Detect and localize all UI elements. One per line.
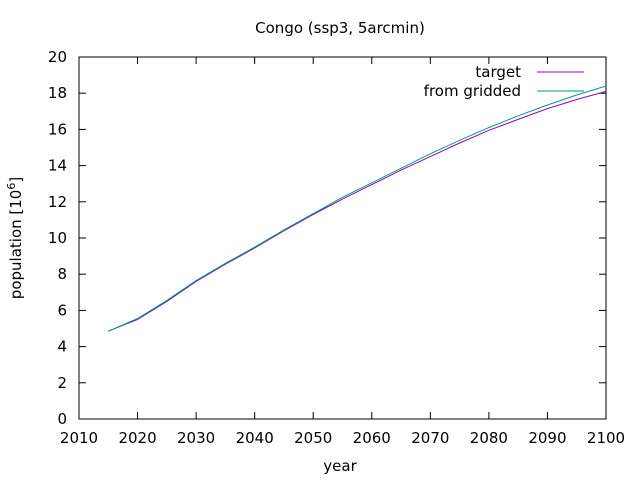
y-tick-label: 4 [57, 338, 67, 356]
series-line-1 [108, 85, 607, 332]
plot-frame [78, 56, 607, 420]
y-tick-label: 8 [57, 265, 67, 283]
y-axis-ticks: 0 2 4 6 8 10 12 14 16 18 20 [48, 48, 606, 428]
y-tick-label: 10 [48, 229, 67, 247]
y-tick-label: 16 [48, 120, 67, 138]
x-tick-label: 2030 [177, 429, 215, 447]
y-tick-label: 20 [48, 48, 67, 66]
y-axis-label-close: ] [7, 177, 25, 183]
x-axis-label: year [323, 457, 357, 475]
x-tick-label: 2080 [470, 429, 508, 447]
y-tick-label: 18 [48, 84, 67, 102]
x-tick-label: 2010 [60, 429, 98, 447]
x-tick-label: 2020 [118, 429, 156, 447]
x-tick-label: 2040 [236, 429, 274, 447]
y-axis-label-exponent: 6 [5, 183, 18, 190]
x-tick-label: 2060 [353, 429, 391, 447]
x-tick-label: 2050 [294, 429, 332, 447]
x-tick-label: 2100 [587, 429, 625, 447]
legend-label: target [475, 63, 521, 81]
series-layer [108, 85, 607, 332]
y-tick-label: 0 [57, 410, 67, 428]
series-line-0 [108, 90, 607, 332]
legend-label: from gridded [424, 82, 521, 100]
y-axis-label: population [106] [5, 177, 25, 299]
y-tick-label: 14 [48, 157, 67, 175]
x-tick-label: 2070 [411, 429, 449, 447]
x-axis-ticks: 2010 2020 2030 2040 2050 2060 2070 2080 2090 2100 [60, 57, 625, 447]
y-tick-label: 6 [57, 301, 67, 319]
y-axis-label-main: population [10 [7, 190, 25, 300]
y-tick-label: 12 [48, 193, 67, 211]
y-tick-label: 2 [57, 374, 67, 392]
chart-title: Congo (ssp3, 5arcmin) [255, 19, 425, 37]
x-tick-label: 2090 [528, 429, 566, 447]
